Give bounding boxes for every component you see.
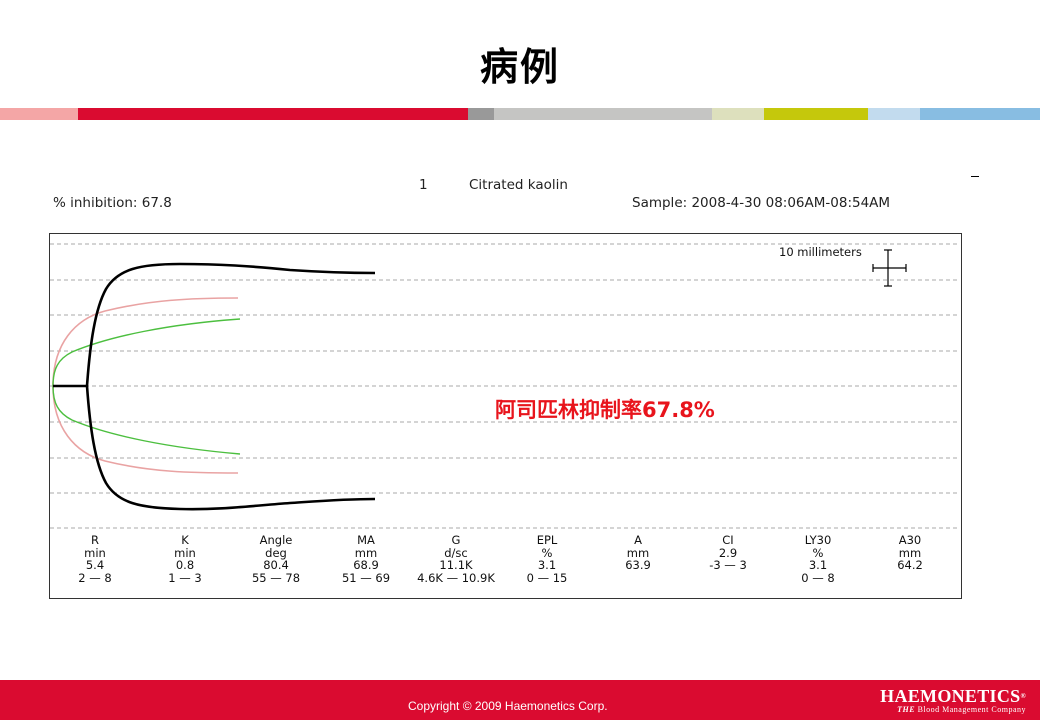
color-bar-segment (494, 108, 712, 120)
param-ma: MA mm 68.9 51 — 69 (341, 533, 391, 585)
color-bar-segment (0, 108, 78, 120)
sample-time: Sample: 2008-4-30 08:06AM-08:54AM (632, 195, 891, 211)
copyright-text: Copyright © 2009 Haemonetics Corp. (408, 699, 608, 713)
slide-title: 病例 (479, 45, 560, 89)
haemonetics-logo: HAEMONETICS® THE Blood Management Compan… (880, 687, 1026, 715)
param-k: K min 0.8 1 — 3 (168, 533, 202, 585)
param-r: R min 5.4 2 — 8 (78, 533, 112, 585)
param-g: G d/sc 11.1K 4.6K — 10.9K (417, 533, 495, 585)
footer-bar: Copyright © 2009 Haemonetics Corp. HAEMO… (0, 680, 1040, 720)
gridlines (50, 243, 960, 529)
param-epl: EPL % 3.1 0 — 15 (526, 533, 568, 585)
param-ly30: LY30 % 3.1 0 — 8 (801, 533, 835, 585)
registered-mark: ® (1020, 692, 1026, 700)
brand-name: HAEMONETICS (880, 686, 1021, 706)
parameter-table: R min 5.4 2 — 8 K min 0.8 1 — 3 Angle de… (50, 534, 960, 596)
color-bar-segment (764, 108, 868, 120)
green-reference-trace (52, 318, 241, 455)
scale-crosshair-icon (872, 249, 907, 287)
color-bar-segment (468, 108, 494, 120)
color-bar-segment (78, 108, 468, 120)
pink-reference-trace (52, 297, 239, 474)
dash-mark (971, 176, 979, 177)
color-bar-segment (712, 108, 764, 120)
channel-number: 1 (419, 177, 428, 193)
inhibition-value: % inhibition: 67.8 (53, 195, 172, 211)
color-bar-segment (920, 108, 1040, 120)
param-a30: A30 mm 64.2 (897, 533, 923, 573)
patient-trace (53, 262, 376, 511)
test-type: Citrated kaolin (469, 177, 568, 193)
teg-tracing-plot (50, 243, 960, 529)
color-bar-segment (868, 108, 920, 120)
decorative-color-bar (0, 108, 1040, 120)
param-ci: CI 2.9 -3 — 3 (709, 533, 747, 573)
brand-tag-em: THE (897, 705, 916, 714)
teg-chart: 10 millimeters 阿司匹林抑制率67.8% R min 5.4 2 … (49, 233, 962, 599)
param-a: A mm 63.9 (625, 533, 651, 573)
inhibition-annotation: 阿司匹林抑制率67.8% (495, 398, 715, 422)
brand-tagline: Blood Management Company (915, 705, 1026, 714)
param-angle: Angle deg 80.4 55 — 78 (251, 533, 301, 585)
scale-label: 10 millimeters (779, 245, 862, 259)
